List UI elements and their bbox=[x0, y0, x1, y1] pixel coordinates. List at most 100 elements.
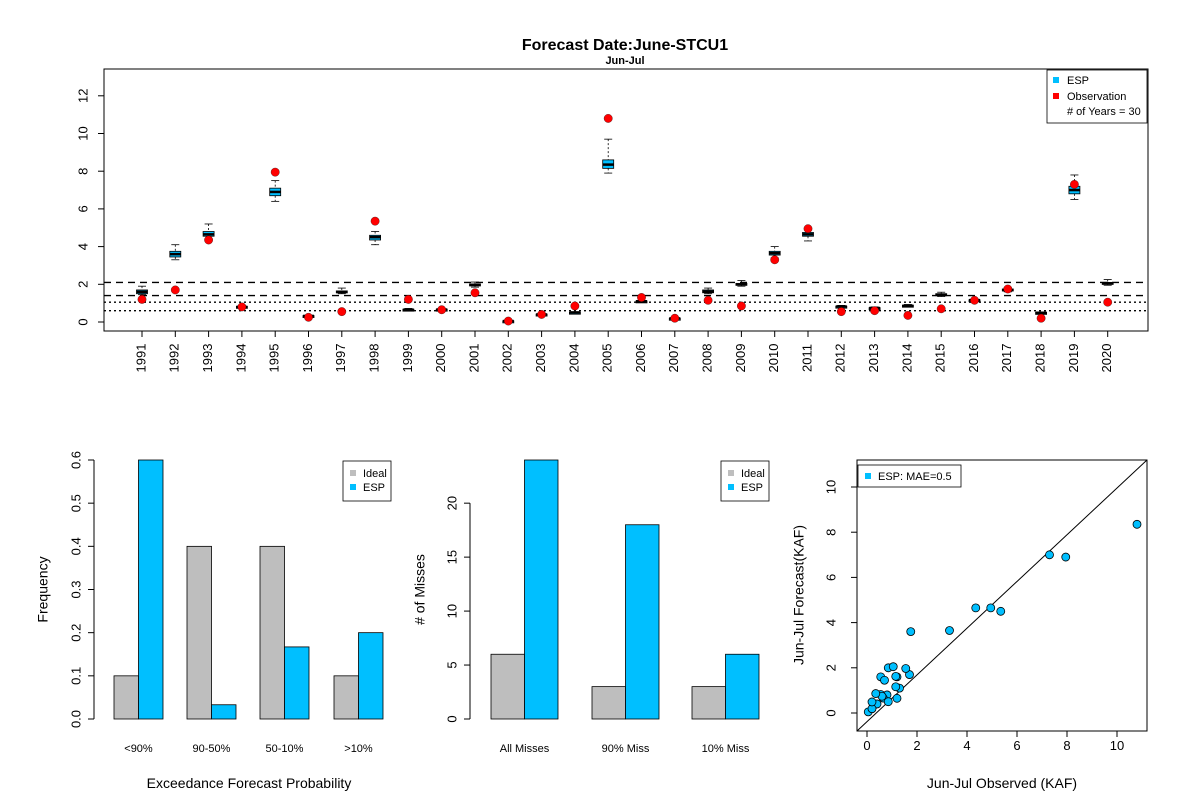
y-tick-label: 2 bbox=[75, 281, 90, 288]
legend-label: ESP: MAE=0.5 bbox=[878, 471, 952, 483]
legend-swatch bbox=[865, 473, 871, 479]
observation-point bbox=[936, 304, 946, 314]
bar-ideal bbox=[259, 545, 285, 720]
y-tick-label: 0.1 bbox=[68, 667, 83, 685]
bar-ideal bbox=[691, 686, 726, 720]
x-tick-label: 10 bbox=[1110, 738, 1124, 753]
x-category-label: <90% bbox=[124, 743, 153, 755]
x-tick-label: 2004 bbox=[566, 344, 581, 373]
x-tick-label: 1993 bbox=[200, 344, 215, 373]
scatter-point bbox=[1061, 552, 1071, 562]
x-tick-label: 2000 bbox=[433, 344, 448, 373]
observation-point bbox=[1036, 313, 1046, 323]
chart-subtitle: Jun-Jul bbox=[605, 55, 644, 67]
x-tick-label: 2009 bbox=[733, 344, 748, 373]
observation-point bbox=[337, 307, 347, 316]
observation-point bbox=[737, 301, 746, 311]
observation-point bbox=[836, 307, 846, 316]
y-tick-label: 6 bbox=[75, 205, 90, 212]
observation-point bbox=[170, 285, 180, 295]
scatter-point bbox=[892, 693, 902, 703]
scatter-point bbox=[1132, 519, 1142, 529]
bar-ideal bbox=[113, 675, 139, 720]
x-tick-label: 2006 bbox=[633, 344, 648, 373]
x-tick-label: 2016 bbox=[966, 344, 981, 373]
observation-point bbox=[503, 316, 513, 326]
x-tick-label: 2005 bbox=[600, 344, 615, 373]
bar-esp bbox=[524, 459, 559, 720]
y-tick-label: 8 bbox=[823, 529, 838, 536]
bar-esp bbox=[725, 653, 760, 720]
y-tick-label: 0.4 bbox=[68, 537, 83, 555]
bar-ideal bbox=[490, 653, 525, 720]
bar-esp bbox=[211, 704, 237, 720]
legend-label: ESP bbox=[741, 482, 763, 494]
observation-point bbox=[670, 313, 680, 323]
bar-legend: Ideal ESP bbox=[342, 460, 392, 502]
observation-point bbox=[1103, 297, 1113, 307]
scatter-point bbox=[986, 603, 996, 613]
bar-esp bbox=[358, 632, 384, 720]
bar-esp bbox=[625, 524, 660, 720]
scatter-point bbox=[880, 675, 889, 685]
bar-ideal bbox=[186, 545, 212, 720]
legend-obs-swatch bbox=[1053, 93, 1059, 99]
bar-esp bbox=[138, 459, 164, 720]
y-tick-label: 0 bbox=[75, 318, 90, 325]
one-to-one-line bbox=[856, 459, 1148, 732]
x-axis-label: Exceedance Forecast Probability bbox=[147, 775, 352, 791]
legend-swatch bbox=[728, 470, 734, 476]
x-tick-label: 1996 bbox=[300, 344, 315, 373]
x-tick-label: 1997 bbox=[333, 344, 348, 373]
y-tick-label: 0 bbox=[823, 709, 838, 716]
y-tick-label: 15 bbox=[444, 550, 459, 564]
x-tick-label: 2018 bbox=[1033, 344, 1048, 373]
legend-box bbox=[857, 464, 962, 488]
x-tick-label: 1998 bbox=[367, 344, 382, 373]
x-tick-label: 2003 bbox=[533, 344, 548, 373]
observation-point bbox=[204, 235, 213, 245]
legend-years-label: # of Years = 30 bbox=[1067, 106, 1141, 118]
x-tick-label: 2019 bbox=[1066, 344, 1081, 373]
observation-point bbox=[637, 293, 646, 302]
x-tick-label: 1991 bbox=[133, 344, 148, 373]
bar-esp bbox=[284, 646, 310, 720]
x-tick-label: 6 bbox=[1013, 738, 1020, 753]
observation-point bbox=[703, 295, 713, 305]
y-tick-label: 10 bbox=[444, 604, 459, 618]
legend-label: Ideal bbox=[741, 468, 765, 480]
y-tick-label: 8 bbox=[75, 168, 90, 175]
observation-point bbox=[970, 295, 979, 305]
scatter-panel: 0 2 4 6 8 10 0 2 4 6 8 10 Jun-Jul Observed (KAF) Jun-… bbox=[791, 459, 1148, 791]
x-category-label: 90% Miss bbox=[602, 743, 650, 755]
legend-box bbox=[1046, 69, 1148, 124]
x-tick-label: 1992 bbox=[167, 344, 182, 373]
x-category-label: 50-10% bbox=[266, 743, 304, 755]
scatter-point bbox=[901, 664, 911, 673]
legend-box bbox=[720, 460, 770, 502]
observation-point bbox=[903, 311, 913, 320]
frequency-bar-panel: 0.0 0.1 0.2 0.3 0.4 0.5 0.6 Frequency <90% 90-50%… bbox=[35, 451, 392, 791]
observation-point bbox=[237, 302, 247, 312]
y-axis-label: Frequency bbox=[35, 556, 51, 622]
x-category-label: 90-50% bbox=[193, 743, 231, 755]
scatter-point bbox=[1045, 550, 1054, 560]
y-tick-label: 20 bbox=[444, 496, 459, 510]
y-tick-label: 4 bbox=[823, 619, 838, 626]
legend-label: ESP bbox=[363, 482, 385, 494]
legend-swatch bbox=[350, 470, 356, 476]
top-legend: ESP Observation # of Years = 30 bbox=[1046, 69, 1148, 124]
observation-point bbox=[370, 216, 380, 226]
legend-esp-label: ESP bbox=[1067, 75, 1089, 87]
scatter-point bbox=[996, 606, 1006, 616]
bar-legend: Ideal ESP bbox=[720, 460, 770, 502]
y-tick-label: 0.0 bbox=[68, 710, 83, 728]
observation-point bbox=[137, 295, 147, 304]
scatter-point bbox=[891, 671, 901, 681]
observation-point bbox=[270, 167, 280, 177]
x-tick-label: 1995 bbox=[267, 344, 282, 373]
observation-point bbox=[870, 306, 879, 316]
scatter-point bbox=[888, 662, 898, 672]
observation-point bbox=[437, 305, 447, 315]
